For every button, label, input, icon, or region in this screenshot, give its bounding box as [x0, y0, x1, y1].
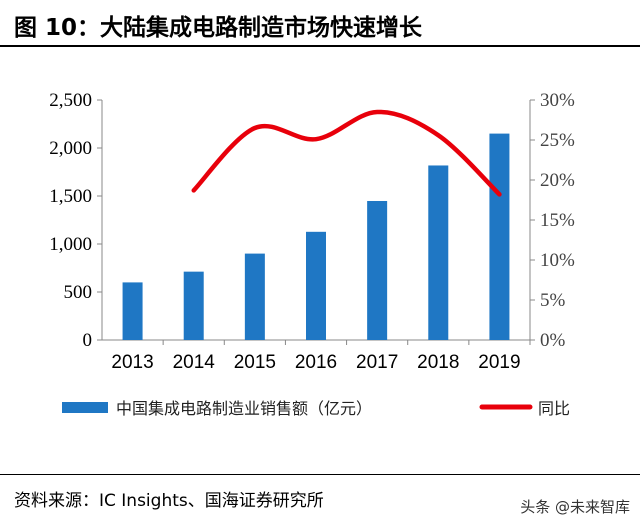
y-left-tick-label: 1,500 [49, 186, 92, 207]
chart-title: 图 10：大陆集成电路制造市场快速增长 [14, 15, 423, 41]
y-left-tick-label: 500 [64, 282, 93, 303]
bar-2015 [244, 253, 265, 340]
x-tick-label: 2014 [173, 352, 216, 373]
y-right-tick-label: 30% [540, 90, 575, 111]
watermark: 头条 @未来智库 [520, 498, 630, 516]
bar-2013 [122, 282, 143, 340]
bar-2018 [428, 165, 449, 340]
y-left-tick-label: 1,000 [49, 234, 92, 255]
x-tick-label: 2019 [478, 352, 520, 373]
bar-2014 [183, 271, 204, 340]
combo-chart: 0 500 1,000 1,500 2,000 2,500 0% 5% 10% 15% 20% 25%… [49, 90, 575, 418]
legend-label-sales: 中国集成电路制造业销售额（亿元） [116, 399, 372, 418]
bar-2017 [367, 200, 388, 340]
y-right-tick-label: 25% [540, 130, 575, 151]
yoy-line [191, 109, 502, 197]
bar-2016 [306, 231, 326, 340]
bar-2019 [489, 133, 510, 340]
x-tick-label: 2018 [417, 352, 459, 373]
y-right-tick-label: 20% [540, 170, 575, 191]
x-tick-label: 2013 [111, 352, 153, 373]
source-rule [0, 474, 640, 475]
title-rule [0, 45, 640, 47]
source-note: 资料来源：IC Insights、国海证券研究所 [14, 491, 324, 511]
legend-swatch-bar [62, 402, 108, 413]
legend-label-yoy: 同比 [538, 399, 570, 418]
y-left-tick-label: 2,000 [49, 138, 92, 159]
y-right-tick-label: 5% [540, 290, 566, 311]
y-left-tick-label: 0 [83, 330, 93, 351]
y-right-tick-label: 0% [540, 330, 566, 351]
x-tick-label: 2015 [234, 352, 276, 373]
y-left-tick-label: 2,500 [49, 90, 92, 111]
y-right-tick-label: 10% [540, 250, 575, 271]
x-tick-label: 2017 [356, 352, 398, 373]
y-right-tick-label: 15% [540, 210, 575, 231]
x-tick-label: 2016 [295, 352, 337, 373]
